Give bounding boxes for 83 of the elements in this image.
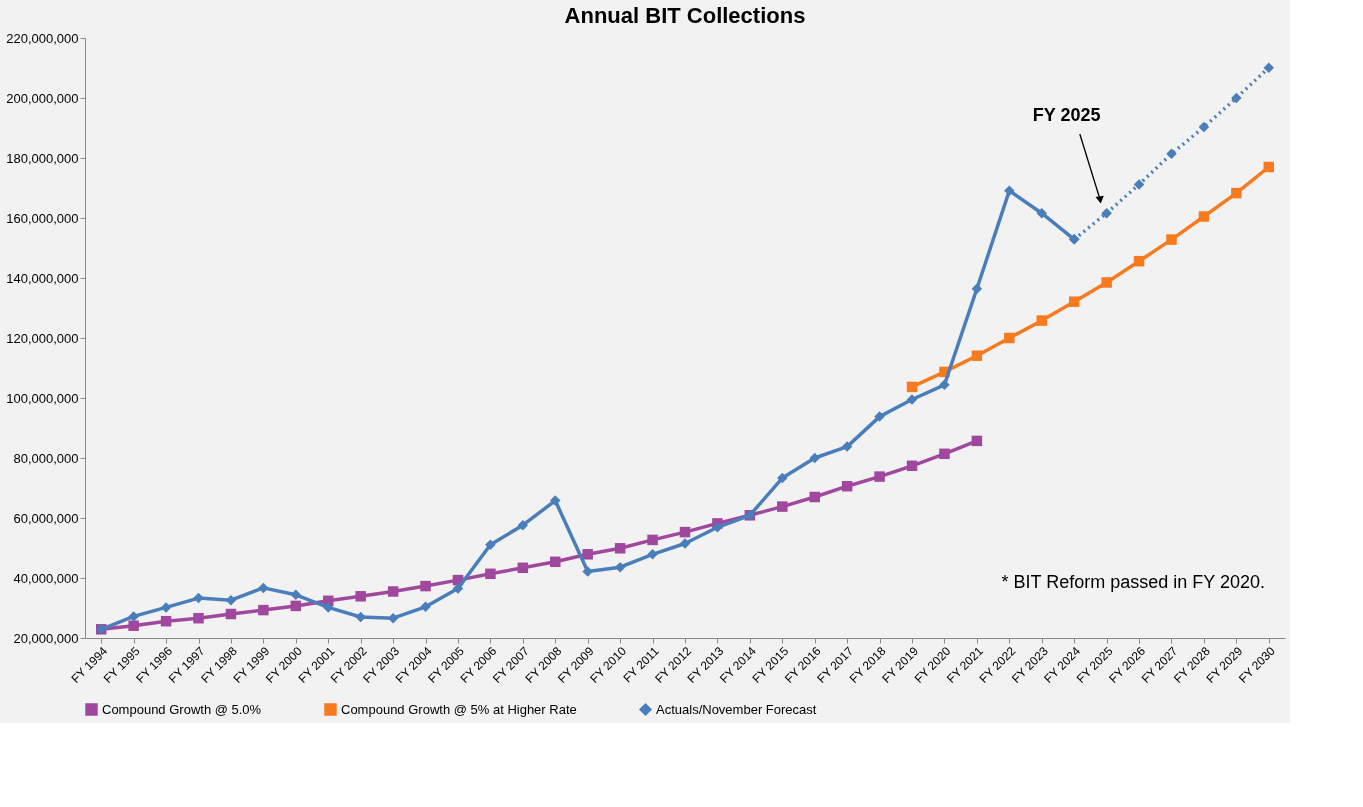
point	[1036, 315, 1047, 326]
point	[1263, 62, 1275, 73]
point	[614, 543, 626, 554]
point	[712, 522, 723, 533]
y-tick-label: 20,000,000	[13, 630, 79, 646]
point	[874, 411, 885, 422]
chart-title: Annual BIT Collections	[564, 3, 806, 28]
point	[355, 591, 366, 602]
point	[971, 435, 983, 447]
y-tick-label: 40,000,000	[13, 570, 79, 586]
y-tick-label: 60,000,000	[13, 510, 79, 526]
annotation: * BIT Reform passed in FY 2020.	[1001, 572, 1265, 592]
point	[971, 350, 983, 361]
point	[355, 611, 366, 623]
point	[679, 538, 691, 549]
point	[160, 615, 172, 627]
point	[1166, 234, 1177, 245]
point	[1068, 296, 1080, 307]
point	[225, 594, 237, 606]
y-tick-label: 80,000,000	[13, 450, 79, 466]
point	[841, 480, 853, 492]
point	[290, 589, 302, 601]
point	[906, 394, 918, 405]
point	[777, 501, 788, 512]
y-tick-label: 140,000,000	[6, 270, 79, 286]
point	[1133, 255, 1145, 267]
point	[582, 566, 593, 577]
point	[939, 379, 950, 391]
point	[841, 441, 853, 452]
point	[1198, 211, 1210, 222]
legend-label: Compound Growth @ 5% at Higher Rate	[341, 701, 577, 717]
point	[485, 568, 496, 580]
point	[1198, 121, 1210, 133]
annotation: FY 2025	[1032, 105, 1101, 125]
point	[1036, 207, 1047, 219]
point	[582, 549, 593, 560]
point	[777, 472, 788, 484]
point	[420, 580, 431, 592]
y-tick-label: 200,000,000	[6, 90, 79, 106]
point	[387, 586, 399, 597]
point	[290, 600, 302, 612]
point	[1101, 277, 1112, 288]
point	[517, 562, 529, 574]
legend-label: Actuals/November Forecast	[656, 701, 817, 717]
point	[128, 620, 139, 631]
point	[1004, 332, 1015, 344]
y-tick-label: 100,000,000	[6, 390, 79, 406]
point	[906, 381, 918, 393]
y-tick-label: 160,000,000	[6, 210, 79, 226]
point	[809, 491, 820, 503]
point	[1101, 207, 1112, 219]
point	[420, 601, 431, 613]
point	[647, 549, 658, 560]
legend-label: Compound Growth @ 5.0%	[102, 701, 262, 717]
point	[874, 471, 885, 482]
point	[1166, 148, 1177, 160]
point	[160, 602, 172, 613]
point	[452, 583, 464, 594]
point	[906, 460, 918, 472]
point	[225, 608, 237, 620]
point	[193, 592, 204, 604]
point	[258, 582, 269, 594]
point	[128, 611, 139, 622]
point	[550, 495, 561, 506]
point	[1133, 179, 1145, 190]
point	[485, 539, 496, 550]
point	[258, 604, 269, 616]
point	[809, 452, 820, 464]
point	[939, 448, 950, 460]
point	[323, 602, 334, 613]
y-tick-label: 220,000,000	[6, 30, 79, 46]
point	[1231, 92, 1242, 104]
y-tick-label: 120,000,000	[6, 330, 79, 346]
point	[971, 283, 983, 295]
point	[679, 526, 691, 538]
point	[550, 556, 561, 568]
point	[1004, 185, 1015, 196]
point	[193, 612, 204, 624]
point	[517, 519, 529, 531]
y-tick-label: 180,000,000	[6, 150, 79, 166]
point	[1263, 161, 1275, 173]
point	[1231, 187, 1242, 199]
point	[647, 534, 658, 546]
